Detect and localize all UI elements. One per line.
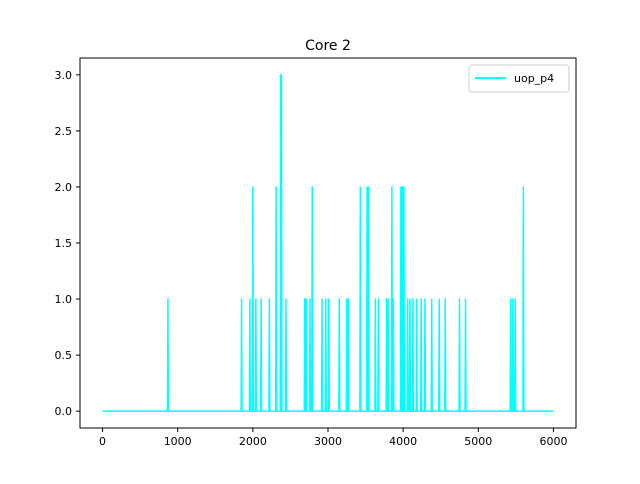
- y-tick-label: 0.5: [55, 349, 73, 362]
- y-tick-label: 3.0: [55, 69, 73, 82]
- x-tick-label: 4000: [389, 435, 417, 448]
- y-tick-label: 2.5: [55, 125, 73, 138]
- y-tick-label: 0.0: [55, 405, 73, 418]
- y-tick-label: 2.0: [55, 181, 73, 194]
- x-tick-label: 6000: [539, 435, 567, 448]
- x-tick-label: 3000: [314, 435, 342, 448]
- x-axis: 0 1000 2000 3000 4000 5000 6000: [99, 428, 567, 448]
- legend-box: [468, 64, 570, 93]
- x-tick-label: 2000: [239, 435, 267, 448]
- legend-label-uop-p4: uop_p4: [514, 72, 554, 85]
- y-tick-label: 1.5: [55, 237, 73, 250]
- plot-layer: [102, 74, 554, 412]
- x-tick-label: 1000: [164, 435, 192, 448]
- x-tick-label: 5000: [464, 435, 492, 448]
- chart-title: Core 2: [305, 38, 351, 54]
- legend: uop_p4: [468, 64, 570, 93]
- y-axis: 0.0 0.5 1.0 1.5 2.0 2.5 3.0: [55, 69, 80, 418]
- series-line-uop-p4: [102, 74, 554, 412]
- x-tick-label: 0: [99, 435, 106, 448]
- y-tick-label: 1.0: [55, 293, 73, 306]
